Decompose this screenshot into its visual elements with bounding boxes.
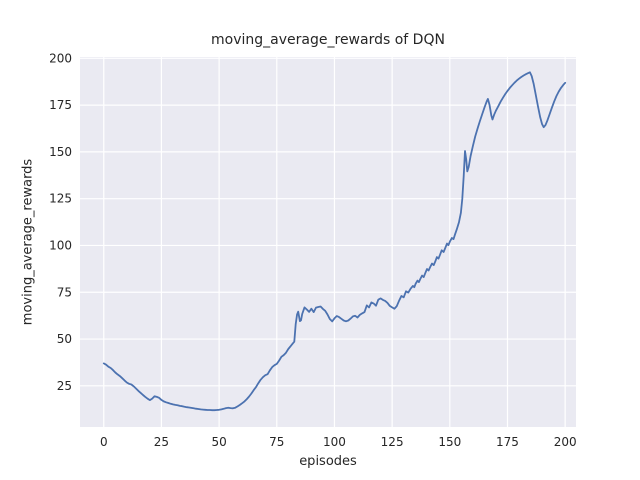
- chart-title: moving_average_rewards of DQN: [211, 32, 445, 48]
- y-tick-label: 75: [57, 285, 72, 299]
- x-axis-label: episodes: [299, 454, 357, 469]
- y-tick-label: 150: [49, 145, 72, 159]
- plot-area: [80, 57, 576, 427]
- x-tick-label: 25: [154, 435, 169, 449]
- x-tick-label: 150: [438, 435, 461, 449]
- y-tick-label: 100: [49, 238, 72, 252]
- x-tick-label: 50: [211, 435, 226, 449]
- y-axis-label: moving_average_rewards: [20, 158, 36, 326]
- y-tick-label: 200: [49, 51, 72, 65]
- dqn-reward-line-series: [102, 71, 567, 412]
- y-tick-label: 175: [49, 98, 72, 112]
- x-tick-label: 100: [323, 435, 346, 449]
- x-tick-label: 75: [269, 435, 284, 449]
- y-tick-label: 50: [57, 332, 72, 346]
- y-tick-label: 125: [49, 192, 72, 206]
- x-tick-label: 200: [554, 435, 577, 449]
- x-tick-label: 175: [496, 435, 519, 449]
- y-tick-label: 25: [57, 379, 72, 393]
- x-tick-label: 0: [100, 435, 108, 449]
- x-tick-label: 125: [381, 435, 404, 449]
